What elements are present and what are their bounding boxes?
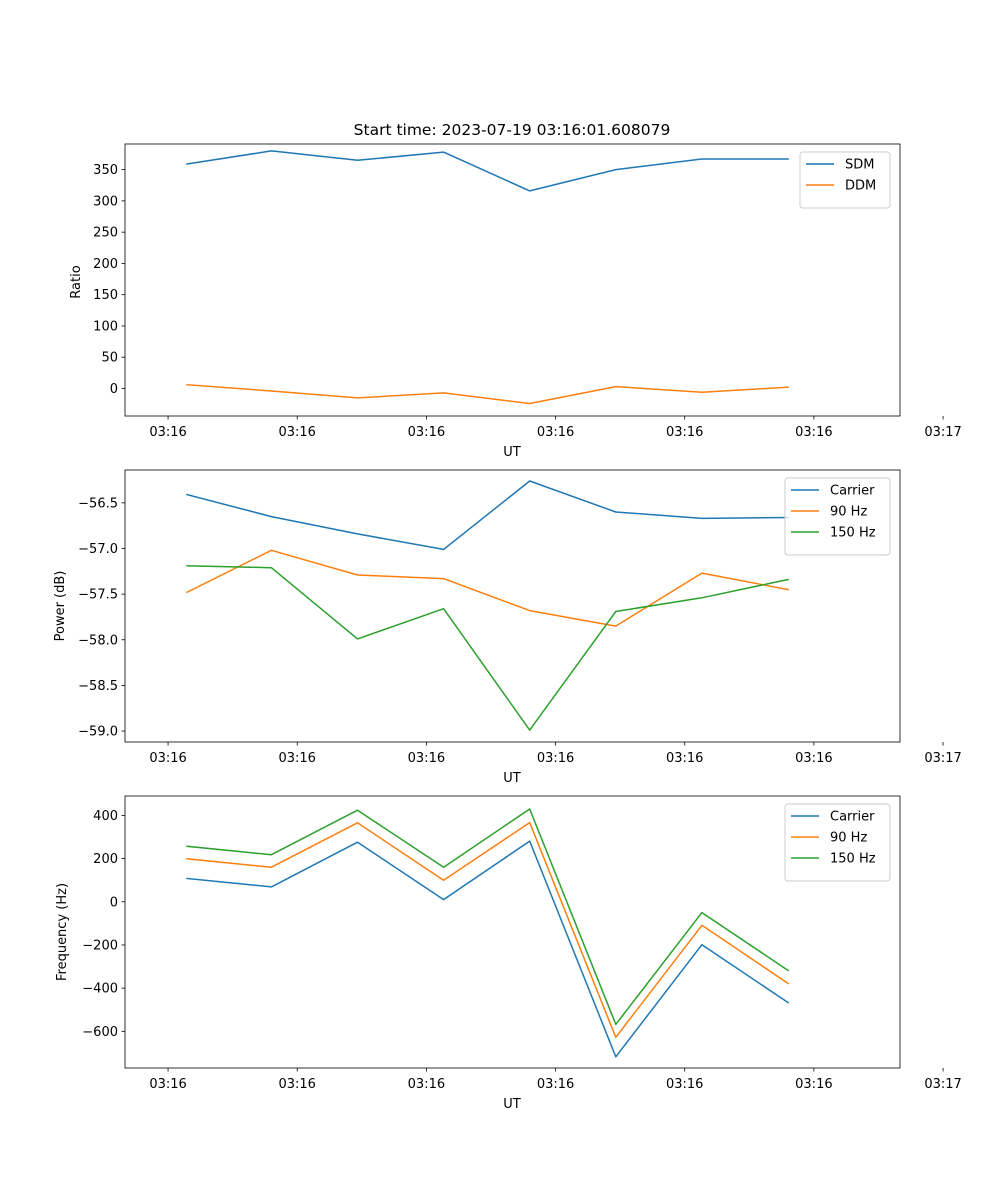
y-tick-label: 300	[93, 194, 118, 209]
y-tick-label: 0	[110, 382, 118, 397]
legend-box	[784, 803, 891, 882]
y-tick-label: −400	[82, 982, 118, 997]
legend-label: 150 Hz	[830, 852, 876, 867]
y-tick-label: 150	[93, 288, 118, 303]
x-tick-label: 03:16	[666, 425, 703, 440]
x-tick-label: 03:16	[795, 425, 832, 440]
power-plot-area: 03:16 03:16 03:16 03:16 03:16 03:16 03:17 −59.0…	[78, 469, 962, 766]
y-tick-label: −56.5	[78, 496, 118, 511]
x-tick-label: 03:17	[924, 425, 961, 440]
x-tick-label: 03:16	[666, 751, 703, 766]
y-tick-label: 0	[110, 895, 118, 910]
y-tick-label: 400	[93, 809, 118, 824]
series-line-carrier	[186, 480, 789, 551]
y-tick-label: −59.0	[78, 725, 118, 740]
y-tick-label: −58.0	[78, 633, 118, 648]
x-tick-label: 03:16	[278, 1077, 315, 1092]
x-tick-label: 03:16	[537, 1077, 574, 1092]
x-tick-label: 03:16	[408, 751, 445, 766]
y-axis-label: Ratio	[69, 265, 84, 298]
frequency-plot-area: 03:16 03:16 03:16 03:16 03:16 03:16 03:17 −600 −…	[82, 795, 962, 1092]
legend-label: 90 Hz	[830, 505, 867, 520]
x-tick-label: 03:16	[149, 751, 186, 766]
series-line-carrier	[186, 840, 790, 1058]
legend-box	[799, 151, 891, 209]
y-tick-label: −600	[82, 1025, 118, 1040]
y-tick-label: −200	[82, 938, 118, 953]
legend-label: 90 Hz	[830, 831, 867, 846]
y-axis-label: Power (dB)	[53, 571, 68, 642]
y-tick-label: 50	[101, 351, 118, 366]
y-tick-label: 200	[93, 852, 118, 867]
legend: Carrier 90 Hz 150 Hz	[784, 477, 891, 556]
x-axis-label: UT	[503, 771, 521, 786]
legend: SDM DDM	[799, 151, 891, 209]
x-tick-label: 03:16	[149, 1077, 186, 1092]
y-tick-label: 200	[93, 257, 118, 272]
x-tick-label: 03:17	[924, 751, 961, 766]
x-tick-label: 03:16	[795, 751, 832, 766]
legend-box	[784, 477, 891, 556]
x-tick-label: 03:16	[278, 751, 315, 766]
x-tick-label: 03:16	[666, 1077, 703, 1092]
axes-frame	[124, 795, 901, 1069]
legend-label: Carrier	[830, 810, 875, 825]
legend-label: SDM	[845, 158, 874, 173]
series-line-90-hz	[186, 821, 790, 1039]
x-tick-label: 03:16	[278, 425, 315, 440]
legend: Carrier 90 Hz 150 Hz	[784, 803, 891, 882]
x-tick-label: 03:16	[149, 425, 186, 440]
y-axis-label: Frequency (Hz)	[55, 883, 70, 981]
frequency-panel: UT Frequency (Hz) 03:16 03:16 03:16 03:16 03…	[55, 795, 962, 1112]
x-tick-label: 03:17	[924, 1077, 961, 1092]
y-tick-label: 350	[93, 163, 118, 178]
y-tick-label: −58.5	[78, 679, 118, 694]
legend-label: 150 Hz	[830, 526, 876, 541]
x-tick-label: 03:16	[408, 425, 445, 440]
chart-title: Start time: 2023-07-19 03:16:01.608079	[354, 121, 671, 139]
series-line-90-hz	[185, 549, 789, 627]
y-tick-label: −57.5	[78, 588, 118, 603]
legend-label: Carrier	[830, 484, 875, 499]
x-axis-label: UT	[503, 1097, 521, 1112]
x-tick-label: 03:16	[537, 751, 574, 766]
legend-label: DDM	[845, 179, 876, 194]
series-line-ddm	[186, 383, 789, 405]
ratio-panel: Start time: 2023-07-19 03:16:01.608079 U…	[69, 121, 962, 460]
axes-frame	[124, 143, 901, 417]
ratio-plot-area: 03:16 03:16 03:16 03:16 03:16 03:16 03:17 0 50 10…	[93, 143, 962, 440]
x-tick-label: 03:16	[795, 1077, 832, 1092]
x-tick-label: 03:16	[408, 1077, 445, 1092]
axes-frame	[124, 469, 901, 743]
y-tick-label: −57.0	[78, 542, 118, 557]
y-tick-label: 100	[93, 319, 118, 334]
x-axis-label: UT	[503, 445, 521, 460]
series-line-sdm	[186, 150, 789, 192]
x-tick-label: 03:16	[537, 425, 574, 440]
y-tick-label: 250	[93, 226, 118, 241]
series-line-150-hz	[186, 808, 790, 1026]
series-line-150-hz	[186, 565, 789, 731]
power-panel: UT Power (dB) 03:16 03:16 03:16 03:16 03:16 0…	[53, 469, 962, 786]
